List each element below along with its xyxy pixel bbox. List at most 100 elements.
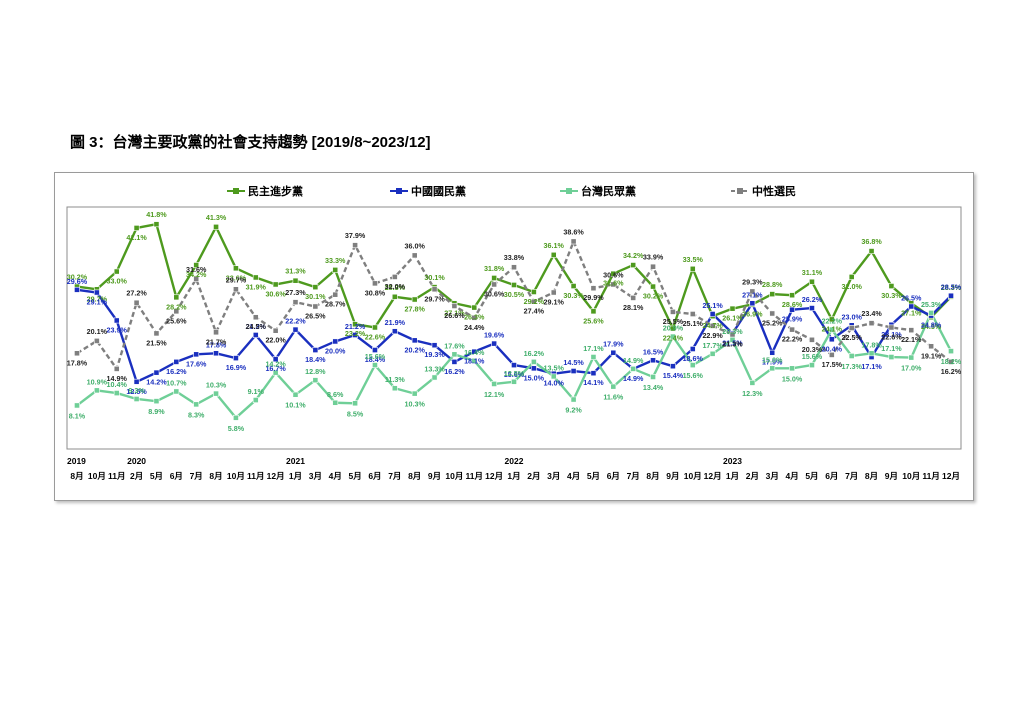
data-label: 27.2%	[126, 289, 147, 298]
data-label: 23.4%	[861, 309, 882, 318]
data-label: 32.6%	[603, 279, 624, 288]
data-point	[729, 305, 736, 312]
data-label: 28.2%	[166, 302, 187, 311]
data-point	[372, 362, 378, 369]
data-point	[610, 281, 617, 288]
data-label: 30.6%	[484, 289, 505, 298]
data-label: 41.8%	[146, 210, 167, 219]
data-point	[590, 308, 597, 315]
x-year-label: 2023	[723, 456, 742, 466]
data-point	[74, 286, 80, 293]
x-tick-label: 9月	[428, 471, 441, 481]
x-year-label: 2021	[286, 456, 305, 466]
data-label: 21.5%	[146, 338, 167, 347]
data-label: 8.5%	[347, 409, 364, 418]
data-point	[391, 274, 398, 280]
data-point	[491, 275, 498, 281]
data-label: 17.1%	[881, 344, 902, 353]
data-label: 12.5%	[126, 387, 147, 396]
data-point	[471, 357, 478, 364]
data-point	[888, 324, 895, 331]
data-point	[292, 326, 299, 333]
data-label: 33.6%	[226, 273, 247, 282]
data-point	[233, 286, 239, 293]
data-point	[888, 283, 895, 289]
data-point	[809, 305, 815, 312]
data-point	[173, 388, 180, 395]
data-label: 25.6%	[583, 316, 604, 325]
chart-frame: 民主進步黨 中國國民黨 台灣民眾黨 中性選民 30.2% 29.7% 33.0% 41.1%…	[54, 172, 974, 501]
x-tick-label: 10月	[88, 471, 106, 481]
data-label: 28.3%	[941, 283, 962, 292]
data-point	[451, 358, 458, 365]
data-label: 28.3%	[385, 283, 406, 292]
data-label: 14.2%	[146, 378, 167, 387]
series-markers	[74, 221, 954, 421]
data-label: 17.1%	[583, 344, 604, 353]
data-point	[173, 308, 180, 315]
data-point	[530, 358, 537, 365]
legend-swatch-marker	[566, 188, 572, 194]
data-point	[491, 340, 498, 347]
data-point	[93, 338, 100, 344]
data-label: 31.6%	[186, 265, 207, 274]
data-label: 32.0%	[385, 282, 406, 291]
data-point	[133, 396, 140, 402]
data-label: 17.6%	[186, 359, 207, 368]
data-point	[610, 349, 617, 356]
data-label: 31.1%	[802, 268, 823, 277]
data-label: 30.8%	[365, 288, 386, 297]
data-label: 23.2%	[345, 329, 366, 338]
data-point	[352, 242, 358, 249]
data-point	[133, 225, 140, 231]
data-point	[233, 355, 239, 362]
data-point	[828, 336, 835, 343]
x-tick-label: 8月	[865, 471, 878, 481]
data-point	[292, 391, 299, 398]
data-label: 20.4%	[822, 344, 843, 353]
data-point	[650, 374, 656, 380]
data-point	[530, 289, 537, 295]
data-point	[193, 262, 200, 268]
data-point	[491, 381, 498, 387]
data-label: 29.7%	[87, 294, 108, 303]
data-label: 14.5%	[563, 358, 584, 367]
data-point	[511, 282, 517, 288]
data-label: 17.8%	[67, 358, 88, 367]
x-tick-label: 12月	[485, 471, 503, 481]
data-point	[193, 351, 200, 358]
data-label: 26.1%	[722, 314, 743, 323]
data-label: 27.4%	[524, 307, 545, 316]
data-point	[74, 350, 80, 357]
x-tick-label: 3月	[766, 471, 779, 481]
data-label: 5.8%	[228, 424, 245, 433]
data-label: 30.5%	[504, 290, 525, 299]
data-point	[411, 252, 418, 259]
x-tick-label: 7月	[845, 471, 858, 481]
data-label: 20.2%	[404, 345, 425, 354]
data-label: 15.0%	[762, 355, 783, 364]
data-label: 20.1%	[87, 327, 108, 336]
data-point	[948, 292, 954, 299]
data-label: 10.9%	[87, 377, 108, 386]
data-point	[570, 396, 577, 403]
data-point	[670, 308, 676, 315]
line-chart: 民主進步黨 中國國民黨 台灣民眾黨 中性選民 30.2% 29.7% 33.0% 41.1%…	[66, 184, 962, 481]
data-point	[431, 286, 438, 293]
data-point	[173, 294, 180, 301]
x-tick-label: 8月	[408, 471, 421, 481]
data-label: 33.3%	[325, 256, 346, 265]
x-tick-label: 1月	[726, 471, 739, 481]
x-tick-label: 5月	[150, 471, 163, 481]
data-point	[411, 337, 418, 344]
data-label: 29.1%	[87, 298, 108, 307]
data-label: 20.0%	[325, 346, 346, 355]
data-point	[213, 329, 219, 336]
data-label: 18.6%	[683, 354, 704, 363]
data-label: 15.6%	[504, 370, 525, 379]
data-label: 16.2%	[941, 367, 962, 376]
data-point	[670, 363, 676, 370]
data-label: 33.0%	[107, 277, 128, 286]
data-point	[93, 289, 100, 296]
data-point	[828, 326, 835, 333]
